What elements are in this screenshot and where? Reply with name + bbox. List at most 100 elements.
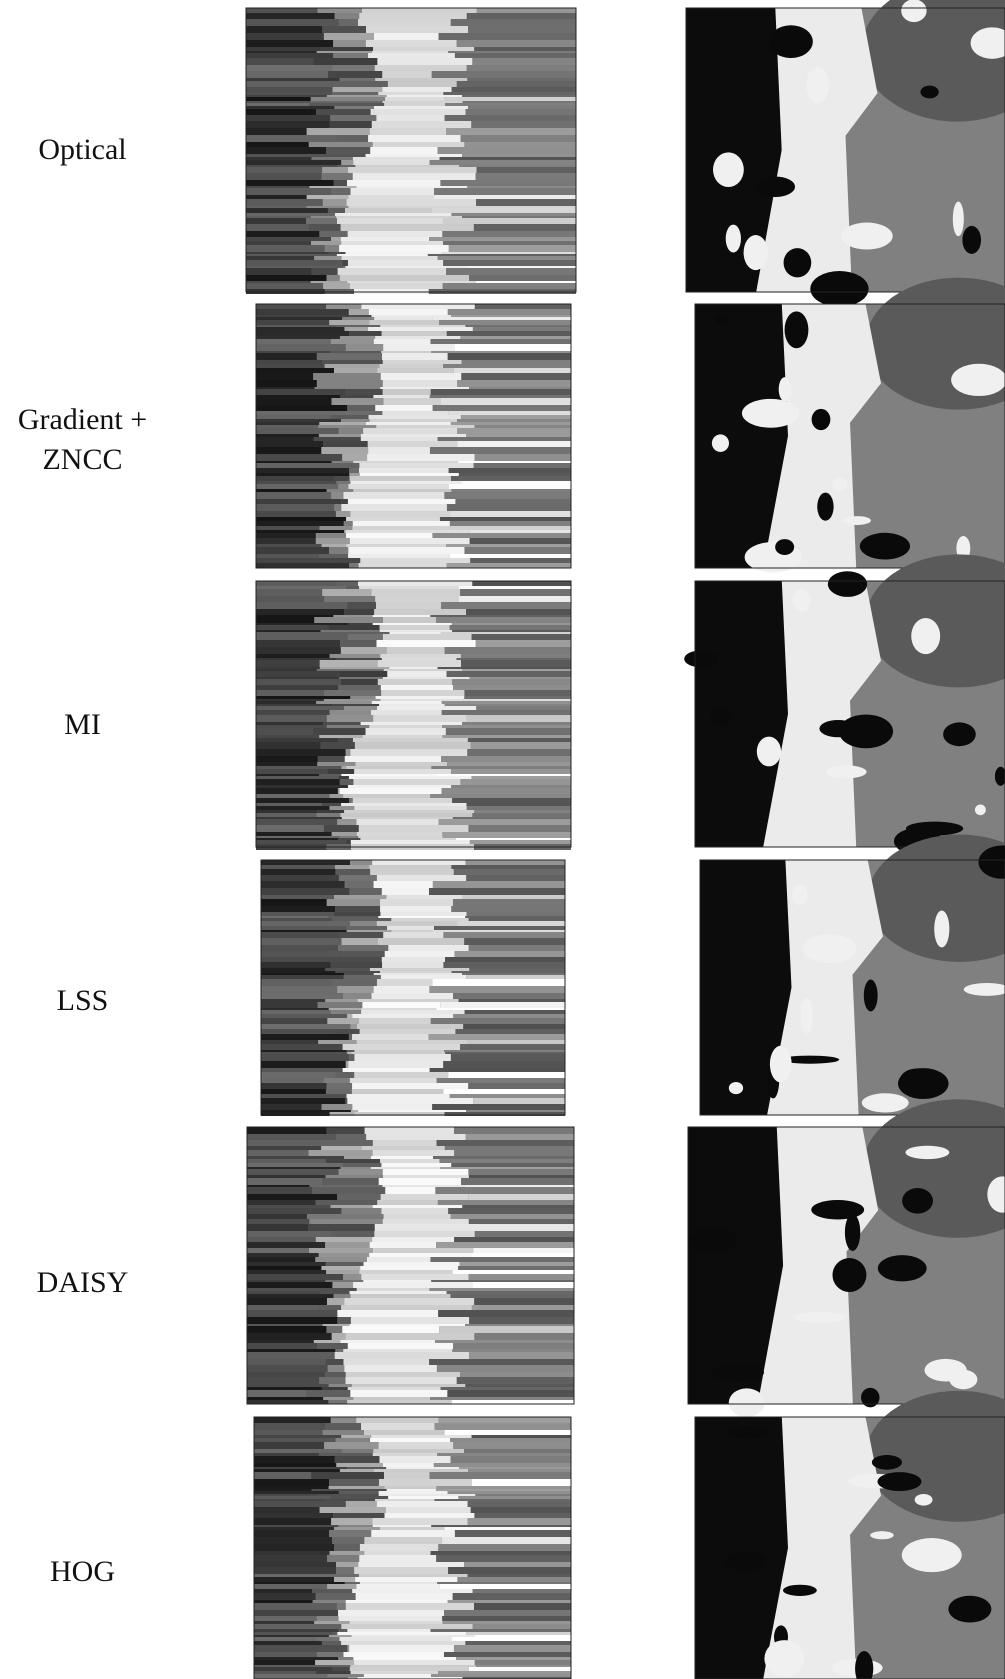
streak xyxy=(373,1525,432,1527)
streak xyxy=(379,1494,476,1496)
streak xyxy=(370,128,446,135)
streak xyxy=(468,1518,571,1525)
streak xyxy=(431,1525,571,1527)
streak xyxy=(321,447,368,454)
streak xyxy=(370,147,437,154)
streak xyxy=(348,1061,443,1068)
streak xyxy=(374,1231,474,1237)
streak xyxy=(346,344,383,351)
streak xyxy=(247,1397,323,1400)
streak xyxy=(246,165,337,167)
streak xyxy=(442,701,571,704)
streak xyxy=(261,899,327,906)
streak xyxy=(254,1486,329,1489)
streak xyxy=(364,1537,441,1544)
streak xyxy=(457,921,565,926)
streak xyxy=(476,173,576,180)
streak xyxy=(457,419,571,422)
streak xyxy=(431,1018,565,1024)
streak xyxy=(247,1365,328,1372)
streak xyxy=(353,157,440,160)
streak xyxy=(370,1438,450,1442)
streak xyxy=(336,511,350,517)
streak xyxy=(261,1034,349,1040)
streak xyxy=(316,1200,378,1205)
streak xyxy=(246,8,317,13)
streak xyxy=(463,1024,565,1029)
streak xyxy=(474,224,576,231)
streak xyxy=(261,1110,351,1112)
streak xyxy=(353,160,429,165)
streak xyxy=(256,461,332,463)
streak xyxy=(453,817,571,819)
blob xyxy=(902,1538,962,1572)
streak xyxy=(334,368,377,373)
streak xyxy=(433,1156,574,1159)
streak xyxy=(383,398,441,405)
streak xyxy=(342,817,453,819)
blob xyxy=(878,1255,927,1281)
streak xyxy=(256,640,340,647)
streak xyxy=(353,461,458,463)
streak xyxy=(325,1242,370,1248)
streak xyxy=(462,669,571,671)
blob xyxy=(870,1531,893,1539)
streak xyxy=(441,632,571,634)
streak xyxy=(341,241,443,245)
streak xyxy=(448,353,571,360)
streak xyxy=(256,706,344,710)
streak xyxy=(325,245,339,252)
streak xyxy=(246,97,311,101)
streak xyxy=(246,173,322,180)
streak xyxy=(307,1214,383,1219)
streak xyxy=(366,728,446,735)
streak xyxy=(354,1660,475,1665)
streak xyxy=(445,1430,571,1435)
streak xyxy=(317,813,341,817)
streak xyxy=(474,425,571,428)
streak xyxy=(261,1061,346,1068)
streak xyxy=(340,779,354,785)
streak xyxy=(346,1333,475,1340)
streak xyxy=(335,13,360,19)
streak xyxy=(468,1040,565,1044)
blob xyxy=(862,1093,909,1112)
streak xyxy=(372,589,461,596)
streak xyxy=(325,999,357,1002)
streak xyxy=(434,188,576,195)
streak xyxy=(374,1469,468,1472)
streak xyxy=(437,1453,571,1456)
streak xyxy=(359,825,469,832)
streak xyxy=(344,975,381,979)
streak xyxy=(351,840,470,844)
blob xyxy=(920,86,938,99)
streak xyxy=(352,1034,429,1040)
streak xyxy=(256,325,337,327)
streak xyxy=(261,1052,347,1054)
streak xyxy=(256,654,330,658)
streak xyxy=(254,1567,336,1574)
blob xyxy=(902,1188,933,1214)
streak xyxy=(474,1603,571,1610)
streak xyxy=(330,1551,365,1555)
streak xyxy=(247,1205,331,1208)
streak xyxy=(332,1537,364,1544)
streak xyxy=(466,875,565,881)
streak xyxy=(328,1400,347,1404)
streak xyxy=(380,699,463,701)
streak xyxy=(444,1050,565,1052)
streak xyxy=(325,364,380,368)
streak xyxy=(472,1305,574,1310)
streak xyxy=(451,476,571,481)
streak xyxy=(464,1185,574,1187)
streak xyxy=(469,1667,571,1671)
streak xyxy=(314,617,383,623)
streak xyxy=(337,165,355,167)
streak xyxy=(256,810,317,813)
streak xyxy=(347,1467,386,1469)
streak xyxy=(247,1326,326,1333)
streak xyxy=(261,906,335,912)
streak xyxy=(345,1098,347,1104)
streak xyxy=(433,195,576,199)
streak xyxy=(349,468,359,473)
